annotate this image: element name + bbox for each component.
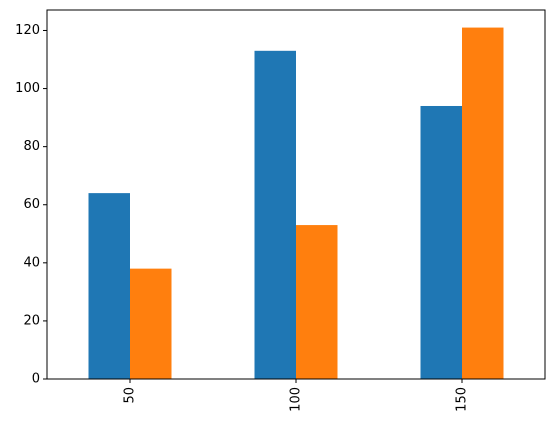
bar — [130, 268, 172, 379]
y-tick-label: 80 — [23, 139, 40, 154]
bar — [296, 225, 338, 379]
x-tick-label: 100 — [289, 387, 304, 412]
x-tick-label: 150 — [455, 387, 470, 412]
x-tick-label: 50 — [123, 387, 138, 404]
plot-frame — [46, 9, 546, 380]
bar — [254, 50, 296, 380]
y-tick-label: 60 — [23, 197, 40, 212]
y-tick-label: 100 — [15, 81, 40, 96]
y-tick-label: 120 — [15, 23, 40, 38]
y-tick-label: 0 — [32, 372, 40, 387]
y-tick-label: 20 — [23, 313, 40, 328]
bar — [88, 193, 130, 379]
bar — [462, 27, 504, 379]
y-tick-label: 40 — [23, 255, 40, 270]
bar — [420, 105, 462, 379]
